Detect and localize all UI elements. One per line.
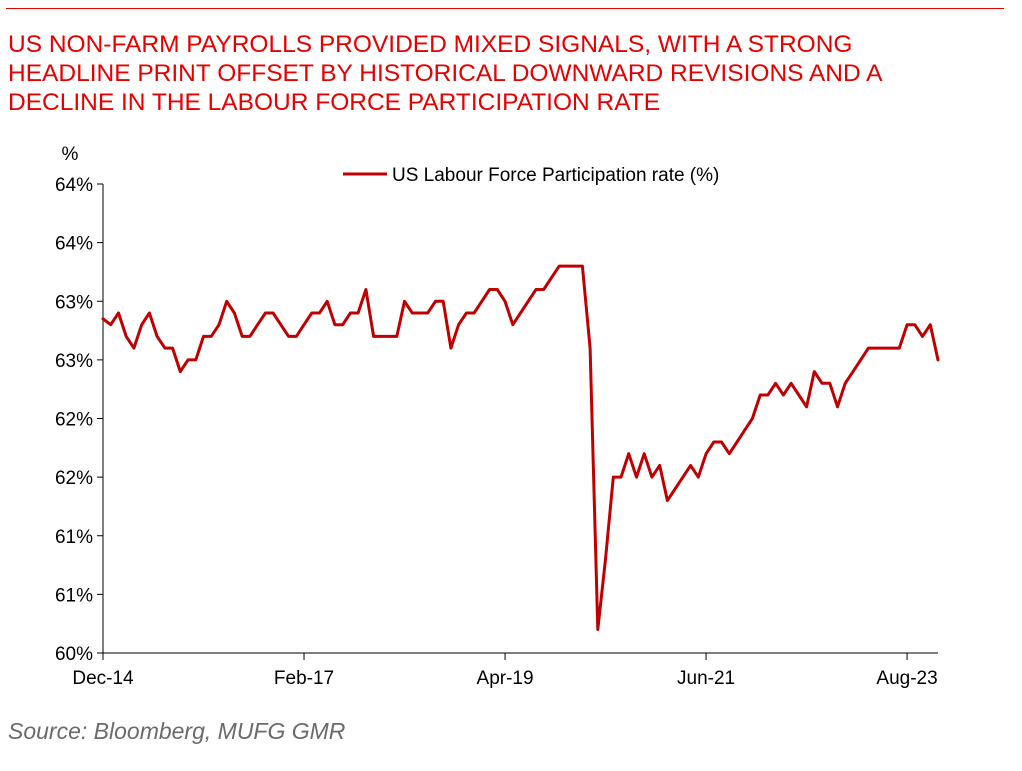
y-tick-label: 63%	[55, 292, 93, 313]
title-line-1: US NON-FARM PAYROLLS PROVIDED MIXED SIGN…	[8, 31, 853, 58]
y-tick-label: 62%	[55, 468, 93, 489]
y-tick-label: 60%	[55, 644, 93, 665]
chart-axes: %	[62, 144, 938, 654]
y-tick-label: 62%	[55, 410, 93, 431]
y-tick-label: 64%	[55, 234, 93, 255]
x-tick-label: Feb-17	[274, 668, 334, 689]
y-axis-ticks: 60% 61% 61% 62% 62% 63% 63% 64% 64%	[55, 175, 103, 665]
title-line-2: HEADLINE PRINT OFFSET BY HISTORICAL DOWN…	[8, 60, 883, 87]
series-line	[101, 264, 940, 631]
legend-label: US Labour Force Participation rate (%)	[392, 165, 719, 186]
y-tick-label: 63%	[55, 351, 93, 372]
x-tick-label: Apr-19	[477, 668, 534, 689]
y-tick-label: 61%	[55, 585, 93, 606]
series-group	[101, 264, 940, 631]
chart-legend: US Labour Force Participation rate (%)	[343, 165, 719, 186]
x-tick-label: Aug-23	[876, 668, 937, 689]
title-line-3: DECLINE IN THE LABOUR FORCE PARTICIPATIO…	[8, 89, 661, 116]
y-tick-label: 64%	[55, 175, 93, 196]
source-note: Source: Bloomberg, MUFG GMR	[8, 718, 346, 744]
top-rule	[6, 8, 1004, 9]
x-tick-label: Jun-21	[677, 668, 735, 689]
y-tick-label: 61%	[55, 527, 93, 548]
y-axis-unit-label: %	[62, 144, 79, 165]
x-tick-label: Dec-14	[72, 668, 134, 689]
page-title: US NON-FARM PAYROLLS PROVIDED MIXED SIGN…	[8, 30, 1008, 117]
x-axis-ticks: Dec-14 Feb-17 Apr-19 Jun-21 Aug-23	[72, 653, 938, 689]
